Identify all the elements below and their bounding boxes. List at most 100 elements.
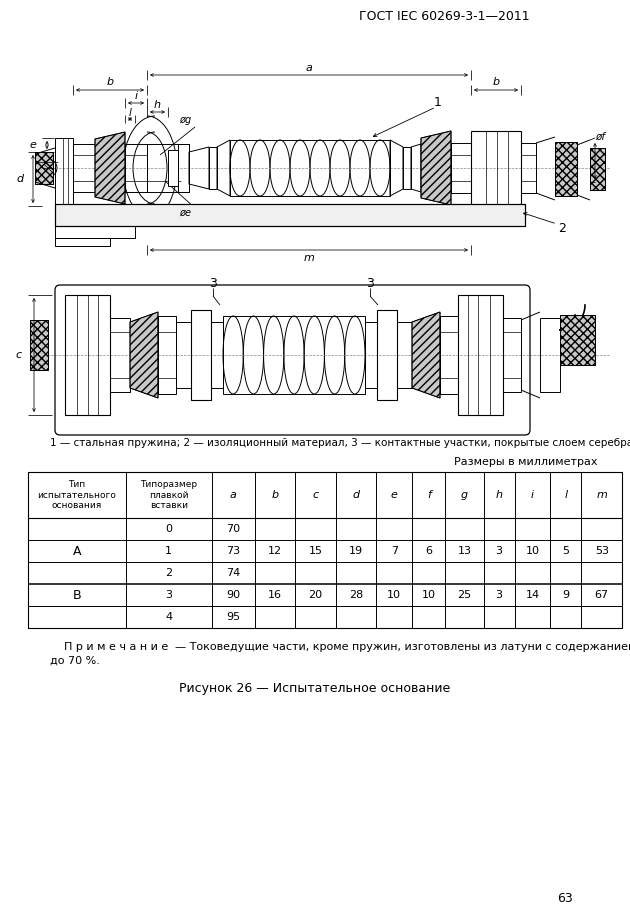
Text: 7: 7 (391, 546, 398, 556)
Bar (30, 320, 48, 370)
Text: øf: øf (595, 132, 605, 142)
Bar (560, 315, 595, 365)
Text: l: l (129, 108, 132, 118)
Bar (503, 318, 521, 392)
Text: 20: 20 (309, 590, 323, 600)
Polygon shape (95, 132, 125, 204)
Bar (230, 140, 390, 196)
Text: 25: 25 (457, 590, 472, 600)
Bar (35, 152, 53, 184)
Text: i: i (531, 490, 534, 500)
Bar (55, 204, 525, 226)
Bar (365, 322, 377, 388)
Bar (590, 148, 605, 190)
Bar (168, 150, 178, 186)
Bar (377, 310, 397, 400)
Text: h: h (154, 100, 161, 110)
Text: Рисунок 26 — Испытательное основание: Рисунок 26 — Испытательное основание (180, 682, 450, 695)
Bar (440, 316, 458, 394)
Text: — Токоведущие части, кроме пружин, изготовлены из латуни с содержанием меди от 5: — Токоведущие части, кроме пружин, изгот… (175, 642, 630, 652)
Text: i: i (134, 91, 137, 101)
Bar (28, 472, 622, 628)
Text: Размеры в миллиметрах: Размеры в миллиметрах (454, 457, 598, 467)
Text: d: d (352, 490, 360, 500)
Text: a: a (230, 490, 237, 500)
Text: 1: 1 (434, 96, 442, 109)
Bar (555, 142, 577, 196)
Text: 3: 3 (209, 277, 217, 289)
Text: 10: 10 (525, 546, 539, 556)
Text: Тип
испытательного
основания: Тип испытательного основания (37, 480, 117, 509)
Text: e: e (29, 140, 36, 150)
Bar (540, 318, 560, 392)
Bar (55, 238, 110, 246)
Bar (560, 315, 595, 365)
Text: 13: 13 (457, 546, 471, 556)
Bar (55, 226, 135, 238)
Text: 3: 3 (165, 590, 172, 600)
Bar (521, 143, 536, 193)
Text: b: b (272, 490, 278, 500)
Text: 10: 10 (421, 590, 436, 600)
Bar (30, 320, 48, 370)
Text: øg: øg (179, 115, 191, 125)
Text: ГОСТ IEC 60269-3-1—2011: ГОСТ IEC 60269-3-1—2011 (359, 9, 530, 23)
Text: 9: 9 (563, 590, 570, 600)
Bar (55, 204, 525, 226)
Bar (191, 310, 211, 400)
Text: 70: 70 (226, 524, 240, 534)
Text: 90: 90 (226, 590, 240, 600)
Polygon shape (130, 312, 158, 398)
Text: 74: 74 (226, 568, 240, 578)
Bar (211, 322, 223, 388)
Text: g: g (461, 490, 468, 500)
Bar (555, 142, 577, 196)
Text: 3: 3 (496, 546, 503, 556)
Bar (35, 152, 53, 184)
Text: d: d (17, 174, 24, 184)
Bar (73, 144, 95, 192)
Bar (397, 322, 412, 388)
Bar (471, 131, 521, 205)
Bar (178, 144, 189, 192)
Bar (403, 147, 411, 189)
Text: f: f (427, 490, 431, 500)
Text: 14: 14 (525, 590, 540, 600)
Text: 15: 15 (309, 546, 323, 556)
Bar (65, 295, 110, 415)
Text: øe: øe (179, 208, 191, 218)
Text: В: В (72, 589, 81, 602)
Text: c: c (312, 490, 319, 500)
Bar (125, 144, 147, 192)
Bar (590, 148, 605, 190)
Text: 5: 5 (563, 546, 570, 556)
Bar (55, 138, 73, 206)
Bar (110, 318, 130, 392)
Text: 3: 3 (496, 590, 503, 600)
Text: h: h (496, 490, 503, 500)
Text: 6: 6 (425, 546, 432, 556)
Bar (158, 316, 176, 394)
Text: до 70 %.: до 70 %. (50, 656, 100, 666)
Text: 1 — стальная пружина; 2 — изоляционный материал, 3 — контактные участки, покрыты: 1 — стальная пружина; 2 — изоляционный м… (50, 438, 630, 448)
Bar (223, 316, 365, 394)
Text: Типоразмер
плавкой
вставки: Типоразмер плавкой вставки (140, 480, 197, 509)
Text: a: a (306, 63, 312, 73)
Bar (451, 143, 471, 193)
Bar (458, 295, 503, 415)
Text: 63: 63 (557, 891, 573, 905)
Text: А: А (72, 544, 81, 558)
Bar (176, 322, 191, 388)
Text: b: b (106, 77, 113, 87)
Text: 0: 0 (165, 524, 172, 534)
Text: 2: 2 (165, 568, 173, 578)
Bar (147, 144, 189, 192)
Text: 73: 73 (226, 546, 240, 556)
Text: 19: 19 (349, 546, 363, 556)
Bar (209, 147, 217, 189)
Text: 3: 3 (366, 277, 374, 289)
Text: П р и м е ч а н и е: П р и м е ч а н и е (50, 642, 168, 652)
Text: 95: 95 (226, 612, 240, 622)
Polygon shape (412, 312, 440, 398)
Text: m: m (304, 253, 314, 263)
